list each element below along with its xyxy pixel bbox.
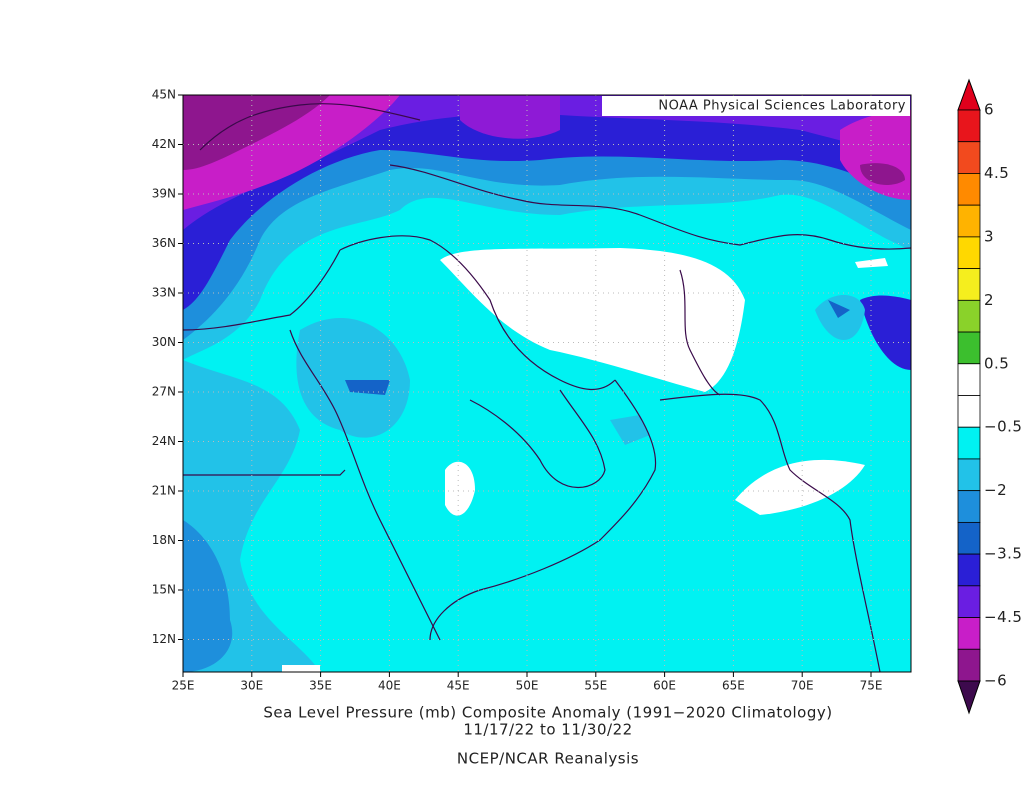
x-tick-label: 75E (860, 679, 883, 693)
y-tick-label: 15N (152, 583, 176, 597)
colorbar-label: −6 (984, 672, 1007, 690)
colorbar-swatch (957, 426, 981, 460)
colorbar-swatch (957, 648, 981, 682)
x-tick-label: 55E (584, 679, 607, 693)
colorbar-label: −3.5 (984, 545, 1022, 563)
colorbar-label: 4.5 (984, 164, 1009, 182)
source: NCEP/NCAR Reanalysis (457, 750, 639, 768)
map-field (183, 95, 911, 672)
colorbar-swatch (957, 173, 981, 206)
y-tick-label: 30N (152, 335, 176, 349)
x-tick-label: 40E (378, 679, 401, 693)
colorbar-label: −2 (984, 481, 1007, 499)
colorbar-swatch (957, 521, 981, 555)
colorbar-swatch (957, 268, 981, 301)
y-tick-label: 18N (152, 533, 176, 547)
colorbar-swatch (957, 299, 981, 333)
grid: 25E 30E 35E 40E 45E 50E 55E 60E 65E 70E 75E 45N 42N 3… (152, 88, 911, 693)
y-tick-label: 42N (152, 137, 176, 151)
colorbar-swatch (957, 236, 981, 270)
y-tick-label: 45N (152, 88, 176, 102)
coastlines (183, 103, 911, 672)
colorbar-swatch (957, 204, 981, 238)
x-tick-label: 60E (653, 679, 676, 693)
colorbar-swatch (957, 331, 981, 365)
colorbar-arrow (957, 78, 981, 111)
credit-box (602, 96, 910, 116)
x-tick-label: 50E (516, 679, 539, 693)
colorbar-swatch (957, 363, 981, 396)
colorbar-label: 2 (984, 291, 994, 309)
x-tick-label: 35E (309, 679, 332, 693)
colorbar-swatch (957, 490, 981, 523)
colorbar-swatch (957, 109, 981, 143)
x-tick-label: 25E (172, 679, 195, 693)
colorbar-swatch (957, 458, 981, 492)
colorbar-label: 6 (984, 101, 994, 119)
title-line: Sea Level Pressure (mb) Composite Anomal… (263, 704, 832, 722)
y-tick-label: 21N (152, 484, 176, 498)
map-frame (182, 94, 912, 673)
y-tick-label: 39N (152, 187, 176, 201)
colorbar-label: 0.5 (984, 354, 1009, 372)
colorbar-swatch (957, 395, 981, 428)
y-tick-label: 24N (152, 434, 176, 448)
colorbar-label: −0.5 (984, 418, 1022, 436)
colorbar-arrow (957, 680, 981, 715)
x-tick-label: 65E (722, 679, 745, 693)
colorbar-swatch (957, 553, 981, 587)
y-tick-label: 27N (152, 385, 176, 399)
colorbar-label: −4.5 (984, 608, 1022, 626)
colorbar-swatch (957, 141, 981, 174)
colorbar-swatch (957, 617, 981, 650)
title-line: 11/17/22 to 11/30/22 (463, 721, 632, 739)
x-tick-label: 45E (447, 679, 470, 693)
y-tick-label: 12N (152, 632, 176, 646)
x-tick-label: 30E (240, 679, 263, 693)
x-tick-label: 70E (791, 679, 814, 693)
credit: NOAA Physical Sciences Laboratory (658, 99, 906, 114)
colorbar-swatch (957, 585, 981, 618)
colorbar: 6 4.5 3 2 0.5 −0.5 −2 −3.5 −4.5 −6 (957, 78, 1022, 715)
colorbar-label: 3 (984, 227, 994, 245)
y-tick-label: 33N (152, 286, 176, 300)
y-tick-label: 36N (152, 236, 176, 250)
